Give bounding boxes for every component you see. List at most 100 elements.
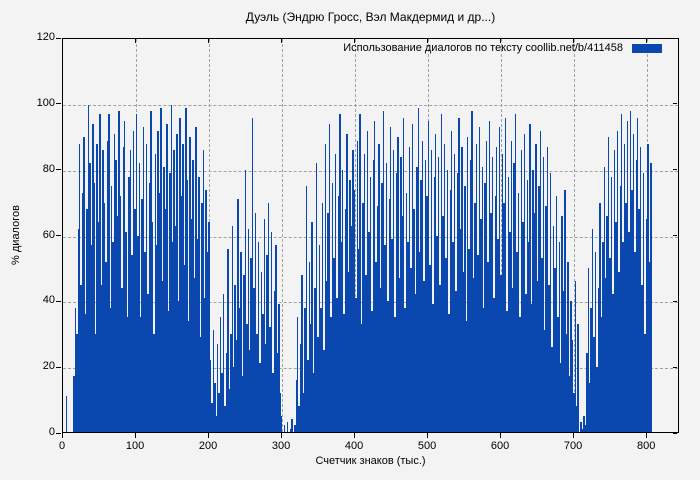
impulse-bar — [65, 395, 68, 432]
impulse-bar — [549, 173, 552, 432]
x-tickmark-mirror — [499, 39, 501, 43]
impulse-bar — [443, 143, 446, 432]
impulse-bar — [404, 307, 406, 432]
impulse-bar — [558, 242, 560, 432]
impulse-bar — [320, 307, 322, 432]
impulse-bar — [464, 186, 466, 432]
impulse-bar — [389, 127, 392, 432]
impulse-bar — [648, 261, 651, 432]
impulse-bar — [384, 245, 386, 432]
impulse-bar — [215, 415, 218, 432]
impulse-bar — [182, 143, 184, 432]
x-tick-label: 100 — [125, 440, 145, 452]
impulse-bar — [87, 104, 90, 432]
impulse-bar — [628, 232, 630, 432]
impulse-bar — [498, 127, 501, 432]
impulse-bar — [148, 183, 151, 432]
impulse-bar — [631, 189, 633, 432]
impulse-bar — [267, 202, 270, 432]
impulse-bar — [474, 202, 476, 432]
impulse-bar — [80, 284, 82, 432]
impulse-bar — [106, 140, 109, 432]
impulse-bar — [81, 192, 84, 432]
impulse-bar — [353, 189, 356, 432]
y-tickmark-mirror — [673, 366, 677, 368]
impulse-bar — [308, 261, 311, 432]
impulse-bar — [280, 415, 283, 432]
impulse-bar — [156, 245, 158, 432]
impulse-bar — [442, 215, 444, 432]
impulse-bar — [260, 271, 263, 432]
y-tick-label: 20 — [42, 360, 55, 373]
y-gridline — [63, 170, 678, 172]
impulse-bar — [365, 274, 367, 432]
impulse-bar — [323, 350, 325, 432]
impulse-bar — [376, 206, 379, 432]
impulse-bar — [324, 143, 327, 432]
impulse-bar — [315, 163, 318, 432]
impulse-bar — [118, 111, 120, 432]
impulse-bar — [471, 111, 473, 432]
impulse-bar — [326, 281, 328, 432]
impulse-bar — [334, 153, 337, 432]
y-tick-label: 40 — [42, 294, 55, 307]
impulse-bar — [647, 143, 649, 432]
impulse-bar — [645, 219, 648, 432]
impulse-bar — [189, 137, 191, 432]
impulse-bar — [247, 228, 249, 432]
impulse-bar — [256, 333, 258, 432]
impulse-bar — [198, 176, 200, 432]
impulse-bar — [586, 353, 588, 432]
impulse-bar — [599, 202, 601, 432]
impulse-bar — [243, 274, 245, 432]
impulse-bar — [318, 245, 321, 432]
impulse-bar — [397, 137, 399, 432]
impulse-bar — [616, 130, 619, 432]
impulse-bar — [183, 264, 186, 432]
impulse-bar — [482, 307, 485, 432]
impulse-bar — [362, 202, 364, 432]
impulse-bar — [140, 317, 142, 432]
impulse-bar — [523, 133, 526, 432]
impulse-bar — [122, 147, 125, 432]
x-tick-label: 200 — [198, 440, 218, 452]
impulse-bar — [201, 202, 203, 432]
impulse-bar — [126, 317, 129, 432]
impulse-bar — [350, 225, 353, 432]
impulse-bar — [420, 179, 422, 432]
impulse-bar — [429, 264, 431, 432]
impulse-bar — [615, 222, 617, 432]
impulse-bar — [304, 307, 306, 432]
impulse-bar — [203, 297, 206, 432]
impulse-bar — [634, 251, 636, 432]
impulse-bar — [153, 333, 155, 432]
impulse-bar — [83, 137, 85, 432]
impulse-bar — [349, 179, 351, 432]
impulse-bar — [458, 117, 460, 432]
impulse-bar — [589, 382, 591, 432]
impulse-bar — [276, 353, 279, 432]
impulse-bar — [490, 212, 492, 432]
impulse-bar — [573, 392, 575, 432]
impulse-bar — [541, 258, 543, 432]
impulse-bar — [551, 346, 553, 432]
impulse-bar — [217, 343, 219, 432]
impulse-bar — [307, 359, 309, 432]
impulse-bar — [328, 124, 331, 432]
impulse-bar — [440, 114, 443, 432]
impulse-bar — [119, 196, 122, 432]
impulse-bar — [269, 327, 271, 432]
impulse-bar — [570, 301, 572, 432]
impulse-bar — [272, 373, 274, 432]
impulse-bar — [456, 173, 459, 432]
impulse-bar — [514, 114, 517, 432]
impulse-bar — [641, 284, 643, 432]
impulse-bar — [477, 255, 479, 432]
impulse-bar — [250, 258, 252, 432]
impulse-bar — [403, 117, 405, 432]
impulse-bar — [129, 150, 132, 432]
x-tick-label: 300 — [271, 440, 291, 452]
impulse-bar — [610, 176, 613, 432]
plot-area: Использование диалогов по тексту coollib… — [62, 38, 679, 433]
